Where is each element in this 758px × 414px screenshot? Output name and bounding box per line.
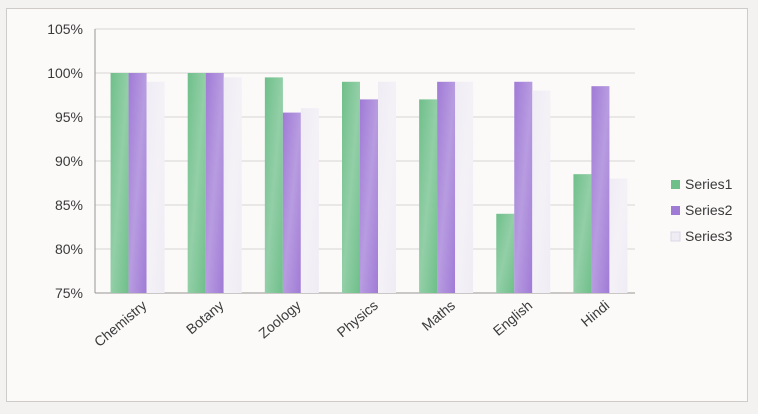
x-axis-ticks: Chemistry Botany Zoology Physics Maths Englis…	[91, 297, 612, 350]
bar-sheen	[110, 73, 129, 293]
bar-sheen	[455, 81, 474, 293]
legend-swatch	[671, 206, 680, 215]
bar-sheen	[573, 174, 592, 293]
bar-sheen	[514, 81, 533, 293]
bar-sheen	[282, 112, 301, 293]
legend-label: Series2	[685, 202, 733, 218]
y-axis-ticks: 105% 100% 95% 90% 85% 80% 75%	[47, 21, 83, 301]
legend-swatch	[671, 180, 680, 189]
legend-label: Series3	[685, 228, 733, 244]
chart-frame: 105% 100% 95% 90% 85% 80% 75% Chemistry Botany Z…	[6, 8, 748, 402]
x-tick-label: English	[490, 297, 535, 339]
bar-sheen	[187, 73, 206, 293]
legend-swatch	[670, 231, 681, 242]
bar-sheen	[205, 73, 224, 293]
chart-svg: 105% 100% 95% 90% 85% 80% 75% Chemistry Botany Z…	[47, 21, 733, 350]
bar-sheen	[264, 77, 283, 294]
x-tick-label: Chemistry	[91, 297, 150, 350]
bar-sheen	[437, 81, 456, 293]
legend: Series1 Series2 Series3	[670, 176, 733, 244]
x-tick-label: Hindi	[578, 297, 613, 330]
bar-sheen	[146, 81, 165, 293]
y-tick-label: 80%	[55, 241, 83, 257]
y-tick-label: 85%	[55, 197, 83, 213]
bar-sheen	[342, 81, 360, 293]
legend-label: Series1	[685, 176, 733, 192]
bar-sheen	[591, 86, 610, 293]
x-tick-label: Physics	[334, 297, 381, 340]
bar-sheen	[609, 178, 628, 293]
bar-sheen	[378, 81, 396, 293]
x-tick-label: Zoology	[255, 297, 303, 341]
bars	[110, 73, 628, 294]
bar-sheen	[532, 90, 551, 293]
bar-sheen	[223, 77, 242, 294]
bar-sheen	[360, 99, 378, 294]
y-tick-label: 90%	[55, 153, 83, 169]
x-tick-label: Botany	[183, 297, 227, 337]
y-tick-label: 75%	[55, 285, 83, 301]
bar-sheen	[496, 213, 515, 293]
y-tick-label: 105%	[47, 21, 83, 37]
y-tick-label: 95%	[55, 109, 83, 125]
bar-sheen	[300, 108, 319, 293]
x-tick-label: Maths	[419, 297, 458, 334]
bar-sheen	[128, 73, 147, 293]
bar-sheen	[419, 99, 438, 294]
y-tick-label: 100%	[47, 65, 83, 81]
